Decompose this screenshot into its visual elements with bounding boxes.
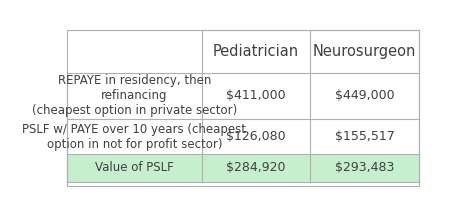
Text: Pediatrician: Pediatrician: [213, 44, 299, 59]
Bar: [66, 73, 202, 119]
Bar: [202, 73, 310, 119]
Bar: [310, 73, 419, 119]
Text: $449,000: $449,000: [335, 89, 394, 102]
Text: $155,517: $155,517: [335, 130, 394, 143]
Text: $293,483: $293,483: [335, 161, 394, 174]
Bar: [202, 154, 310, 182]
Text: $126,080: $126,080: [227, 130, 286, 143]
Bar: [66, 119, 202, 154]
Text: $284,920: $284,920: [227, 161, 286, 174]
Text: Value of PSLF: Value of PSLF: [95, 161, 174, 174]
Bar: [66, 154, 202, 182]
Text: PSLF w/ PAYE over 10 years (cheapest
option in not for profit sector): PSLF w/ PAYE over 10 years (cheapest opt…: [22, 123, 246, 151]
Text: $411,000: $411,000: [227, 89, 286, 102]
Bar: [310, 154, 419, 182]
Text: Neurosurgeon: Neurosurgeon: [313, 44, 416, 59]
Bar: [202, 119, 310, 154]
Bar: [310, 30, 419, 73]
Bar: [310, 119, 419, 154]
Text: REPAYE in residency, then
refinancing
(cheapest option in private sector): REPAYE in residency, then refinancing (c…: [32, 74, 237, 117]
Bar: [202, 30, 310, 73]
